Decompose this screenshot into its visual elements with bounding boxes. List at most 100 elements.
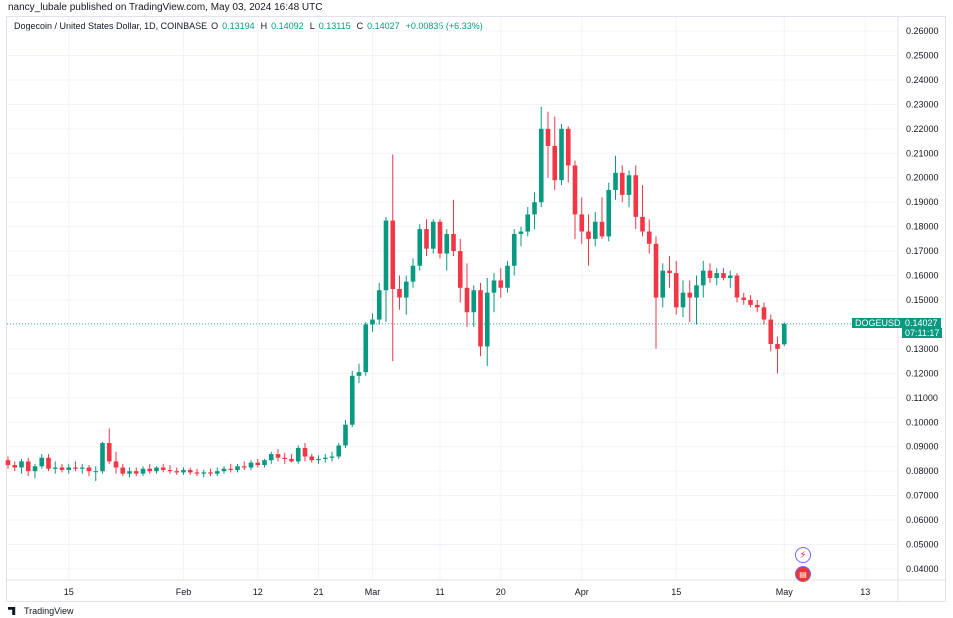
x-tick-label: 21	[313, 587, 323, 597]
candle-body	[309, 456, 315, 461]
candle-body	[208, 472, 213, 474]
x-tick-label: Feb	[176, 587, 192, 597]
ohlc-legend: Dogecoin / United States Dollar, 1D, COI…	[14, 21, 483, 31]
candle-body	[113, 461, 119, 468]
candle-body	[322, 457, 328, 459]
high-value: 0.14092	[271, 21, 304, 31]
candle-body	[721, 273, 726, 278]
brand-label: TradingView	[24, 606, 74, 616]
candle-body	[363, 324, 369, 373]
y-tick-label: 0.25000	[906, 50, 939, 60]
y-tick-label: 0.07000	[906, 491, 939, 501]
candle-body	[464, 287, 470, 313]
y-tick-label: 0.22000	[906, 124, 939, 134]
candle-body	[687, 292, 693, 298]
candle-body	[235, 466, 240, 470]
x-tick-label: 12	[253, 587, 263, 597]
y-tick-label: 0.13000	[906, 344, 939, 354]
low-label: L	[309, 21, 315, 31]
y-tick-label: 0.12000	[906, 368, 939, 378]
candle-body	[133, 471, 139, 474]
y-tick-label: 0.20000	[906, 173, 939, 183]
candle-body	[491, 280, 497, 293]
candle-body	[403, 281, 409, 298]
candle-body	[106, 443, 112, 462]
y-tick-label: 0.21000	[906, 148, 939, 158]
candle-body	[73, 467, 78, 469]
candle-body	[478, 290, 483, 347]
candle-body	[241, 466, 247, 468]
candle-body	[140, 468, 146, 474]
change-value: +0.00835 (+6.33%)	[405, 21, 483, 31]
candle-body	[505, 265, 510, 288]
x-tick-label: 11	[435, 587, 444, 597]
countdown-tag: 07:11:17	[902, 327, 943, 338]
candle-body	[700, 270, 706, 286]
close-label: C	[356, 21, 364, 31]
tradingview-logo-icon	[8, 607, 16, 615]
candle-body	[653, 243, 659, 298]
candle-body	[268, 454, 274, 461]
candle-body	[694, 285, 699, 298]
candle-body	[66, 467, 72, 470]
candle-body	[181, 469, 186, 473]
lightning-icon[interactable]: ⚡	[795, 547, 811, 563]
candle-body	[262, 460, 267, 466]
candle-body	[707, 270, 713, 278]
candle-body	[586, 231, 591, 239]
candle-body	[79, 467, 85, 469]
candle-body	[532, 202, 537, 215]
candle-body	[633, 175, 639, 217]
symbol-title[interactable]: Dogecoin / United States Dollar, 1D, COI…	[14, 21, 208, 31]
candle-body	[640, 216, 645, 232]
candle-body	[390, 220, 396, 289]
candle-body	[376, 290, 382, 320]
symbol-price-tag: DOGEUSD	[852, 317, 904, 328]
candle-body	[592, 221, 598, 239]
candle-body	[660, 270, 666, 298]
candle-body	[680, 292, 686, 308]
candle-body	[754, 304, 760, 308]
publisher-line: nancy_lubale published on TradingView.co…	[8, 2, 323, 13]
candle-body	[545, 128, 551, 146]
candle-body	[444, 233, 450, 254]
candle-body	[221, 468, 227, 472]
y-tick-label: 0.10000	[906, 417, 939, 427]
candle-body	[457, 251, 463, 288]
candle-body	[559, 128, 564, 181]
x-tick-label: 15	[64, 587, 74, 597]
candle-body	[761, 307, 767, 320]
y-tick-label: 0.24000	[906, 75, 939, 85]
candle-body	[538, 128, 544, 203]
candle-body	[160, 467, 166, 470]
candle-body	[25, 461, 31, 472]
candle-body	[451, 233, 456, 252]
candle-body	[727, 275, 733, 278]
us-flag-icon[interactable]: ▤	[795, 566, 811, 582]
candle-body	[397, 288, 402, 298]
candle-body	[329, 456, 335, 458]
candle-body	[349, 375, 355, 425]
candle-body	[214, 471, 220, 474]
candle-body	[552, 145, 558, 181]
x-tick-label: 13	[860, 587, 870, 597]
candle-body	[100, 443, 105, 472]
candle-body	[626, 175, 632, 195]
y-tick-label: 0.16000	[906, 271, 939, 281]
candle-body	[619, 172, 625, 195]
x-tick-label: Apr	[575, 587, 589, 597]
candle-body	[484, 292, 490, 347]
candle-body	[302, 447, 308, 457]
candle-body	[167, 469, 173, 472]
candle-body	[673, 273, 679, 308]
candle-body	[525, 214, 531, 232]
candle-body	[748, 300, 753, 305]
open-label: O	[211, 21, 219, 31]
x-tick-label: 20	[496, 587, 506, 597]
close-value: 0.14027	[367, 21, 400, 31]
candle-body	[255, 462, 261, 466]
candle-body	[32, 466, 38, 472]
candle-body	[579, 214, 585, 232]
candle-body	[768, 319, 774, 345]
